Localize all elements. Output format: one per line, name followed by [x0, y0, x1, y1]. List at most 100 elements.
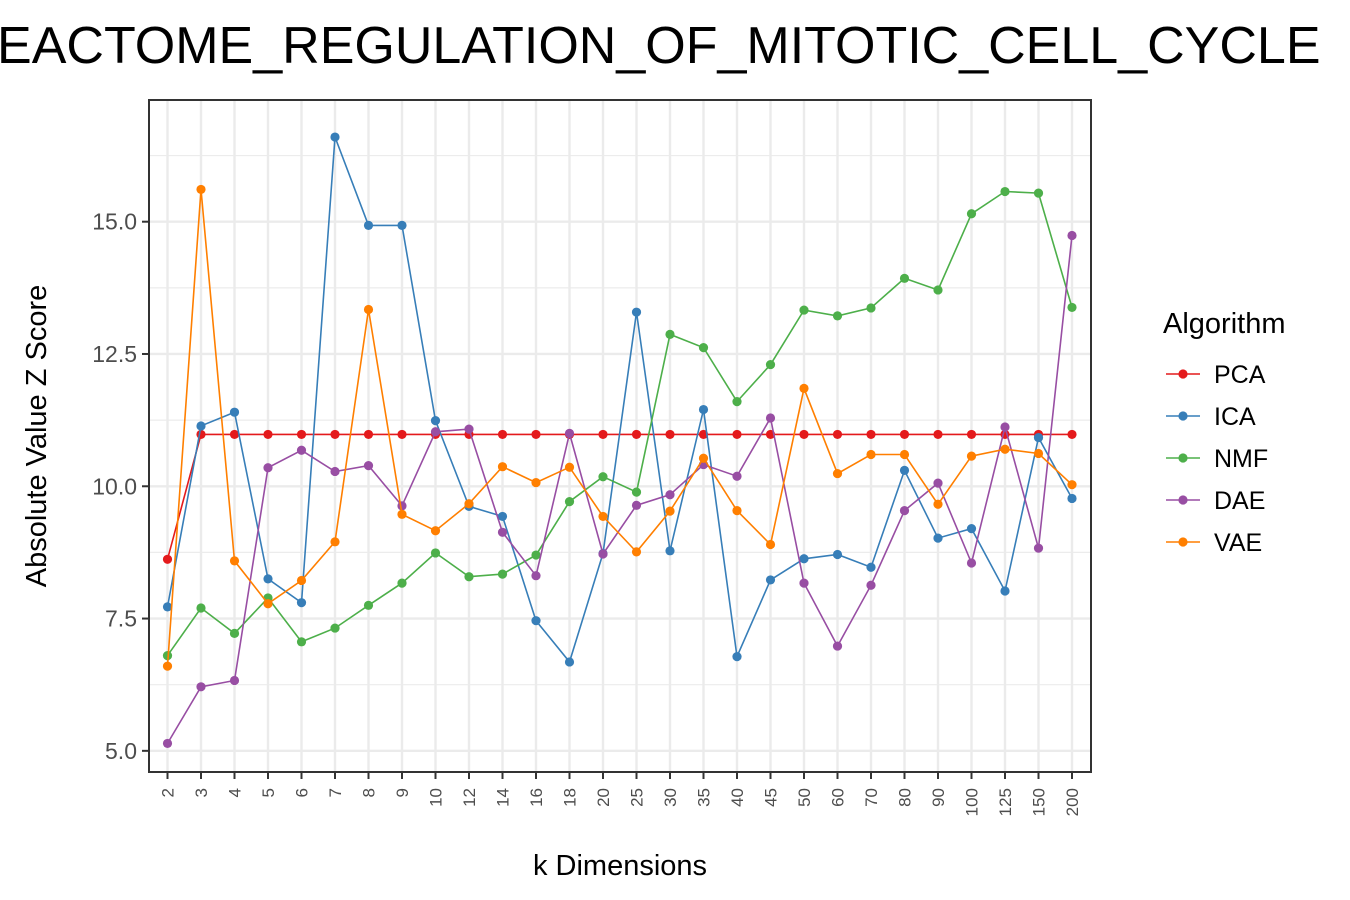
- data-point-dae: [263, 463, 273, 473]
- data-point-ica: [732, 652, 742, 662]
- data-point-nmf: [1000, 186, 1010, 197]
- data-point-dae: [162, 738, 173, 749]
- data-point-nmf: [464, 572, 474, 582]
- data-point-vae: [363, 304, 374, 315]
- plot-panel-border: [148, 99, 1092, 773]
- data-point-ica: [1000, 586, 1010, 596]
- data-point-dae: [631, 500, 642, 510]
- legend-key-point-vae: [1178, 537, 1188, 547]
- data-point-dae: [296, 445, 307, 455]
- data-point-vae: [899, 449, 910, 460]
- legend-key-point-ica: [1178, 411, 1188, 421]
- data-point-ica: [799, 554, 809, 564]
- data-point-pca: [296, 429, 307, 440]
- x-tick-label: 80: [896, 788, 915, 807]
- y-tick-label: 5.0: [105, 738, 137, 764]
- data-point-nmf: [1033, 188, 1044, 198]
- data-point-pca: [866, 429, 876, 440]
- x-tick-label: 60: [829, 788, 848, 807]
- data-point-dae: [598, 549, 608, 559]
- data-point-nmf: [765, 359, 776, 370]
- data-point-ica: [866, 562, 876, 572]
- data-point-nmf: [799, 305, 809, 315]
- series-line-vae: [166, 189, 1073, 667]
- x-tick-label: 7: [326, 788, 345, 797]
- data-point-pca: [966, 429, 977, 440]
- data-point-ica: [296, 598, 307, 608]
- data-point-ica: [966, 523, 977, 534]
- data-point-vae: [631, 547, 642, 557]
- data-point-pca: [196, 429, 206, 440]
- legend-title: Algorithm: [1163, 308, 1286, 340]
- series-line-ica: [166, 136, 1073, 664]
- data-point-nmf: [330, 623, 340, 633]
- data-point-ica: [698, 404, 709, 415]
- data-point-vae: [1067, 480, 1077, 490]
- x-tick-label: 9: [393, 788, 412, 797]
- data-point-dae: [1000, 422, 1010, 432]
- x-tick-label: 3: [192, 788, 211, 797]
- data-point-pca: [263, 429, 273, 440]
- y-axis-title: Absolute Value Z Score: [21, 285, 53, 588]
- x-tick-label: 8: [360, 788, 379, 797]
- data-point-pca: [933, 429, 943, 440]
- data-point-vae: [933, 499, 943, 509]
- x-tick-label: 18: [561, 788, 580, 807]
- data-point-ica: [263, 574, 273, 584]
- data-point-vae: [330, 537, 340, 547]
- data-point-vae: [799, 383, 809, 393]
- data-point-ica: [363, 220, 374, 231]
- data-point-vae: [430, 526, 441, 536]
- data-point-nmf: [1067, 302, 1077, 313]
- data-point-vae: [866, 449, 876, 460]
- data-point-vae: [732, 506, 742, 516]
- data-point-pca: [363, 429, 374, 440]
- data-point-ica: [229, 407, 240, 417]
- data-point-vae: [531, 477, 541, 488]
- data-point-ica: [162, 602, 173, 612]
- data-point-vae: [397, 509, 407, 519]
- data-point-pca: [1067, 429, 1077, 440]
- data-point-dae: [397, 501, 407, 511]
- data-point-dae: [732, 471, 742, 481]
- x-tick-label: 2: [159, 788, 178, 797]
- data-point-vae: [296, 575, 307, 586]
- x-tick-label: 100: [963, 788, 982, 816]
- legend-key-point-dae: [1178, 495, 1188, 505]
- data-point-ica: [564, 657, 575, 667]
- x-tick-label: 6: [293, 788, 312, 797]
- x-tick-label: 14: [494, 788, 513, 807]
- data-point-dae: [765, 413, 776, 423]
- data-point-nmf: [866, 303, 876, 313]
- data-point-pca: [665, 429, 675, 440]
- data-point-nmf: [497, 569, 508, 579]
- series-layer: [162, 132, 1077, 749]
- data-point-ica: [531, 616, 541, 626]
- data-point-dae: [933, 478, 943, 488]
- data-point-dae: [866, 580, 876, 590]
- data-point-pca: [631, 429, 642, 440]
- data-point-vae: [698, 453, 709, 463]
- data-point-nmf: [933, 285, 943, 295]
- series-line-nmf: [166, 190, 1073, 657]
- legend-label-pca: PCA: [1214, 361, 1266, 389]
- y-tick-label: 12.5: [92, 341, 137, 367]
- data-point-vae: [162, 661, 173, 671]
- data-point-dae: [464, 424, 474, 434]
- data-point-pca: [531, 429, 541, 440]
- data-point-ica: [665, 546, 675, 556]
- data-point-nmf: [598, 472, 608, 482]
- data-point-vae: [966, 451, 977, 461]
- data-point-dae: [799, 578, 809, 588]
- x-tick-label: 30: [661, 788, 680, 807]
- x-tick-label: 10: [427, 788, 446, 807]
- data-point-dae: [430, 427, 441, 437]
- data-point-vae: [665, 506, 675, 516]
- data-point-nmf: [430, 548, 441, 558]
- y-tick-label: 7.5: [105, 606, 137, 632]
- data-point-ica: [1033, 432, 1044, 443]
- x-tick-label: 150: [1030, 788, 1049, 816]
- data-point-ica: [832, 549, 843, 560]
- data-point-vae: [1000, 444, 1010, 454]
